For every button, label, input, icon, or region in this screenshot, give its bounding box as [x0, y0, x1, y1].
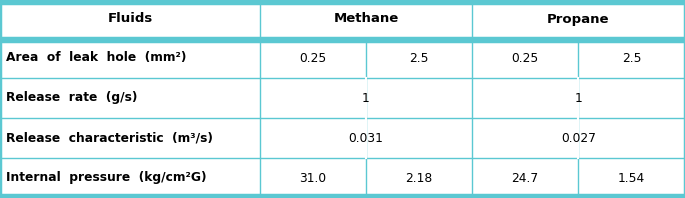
Text: 2.5: 2.5 [409, 51, 429, 65]
Text: 1.54: 1.54 [618, 171, 645, 185]
Bar [0, 0, 260, 38]
Text: 1: 1 [362, 91, 370, 105]
Bar [0, 118, 685, 158]
Bar [260, 0, 472, 38]
Text: 0.25: 0.25 [299, 51, 327, 65]
Text: 2.18: 2.18 [406, 171, 433, 185]
Text: 0.031: 0.031 [349, 131, 384, 145]
Text: 31.0: 31.0 [299, 171, 327, 185]
Bar [0, 158, 685, 198]
Text: 0.027: 0.027 [561, 131, 596, 145]
Text: Internal  pressure  (kg/cm²G): Internal pressure (kg/cm²G) [6, 171, 206, 185]
Text: 2.5: 2.5 [622, 51, 641, 65]
Text: 1: 1 [575, 91, 582, 105]
Text: Release  characteristic  (m³/s): Release characteristic (m³/s) [6, 131, 213, 145]
Bar [0, 38, 685, 78]
Text: Area  of  leak  hole  (mm²): Area of leak hole (mm²) [6, 51, 186, 65]
Bar [0, 78, 685, 118]
Text: 24.7: 24.7 [512, 171, 538, 185]
Bar [472, 0, 685, 38]
Text: Methane: Methane [334, 12, 399, 26]
Text: 0.25: 0.25 [512, 51, 538, 65]
Text: Release  rate  (g/s): Release rate (g/s) [6, 91, 138, 105]
Text: Fluids: Fluids [108, 12, 153, 26]
Text: Propane: Propane [547, 12, 610, 26]
